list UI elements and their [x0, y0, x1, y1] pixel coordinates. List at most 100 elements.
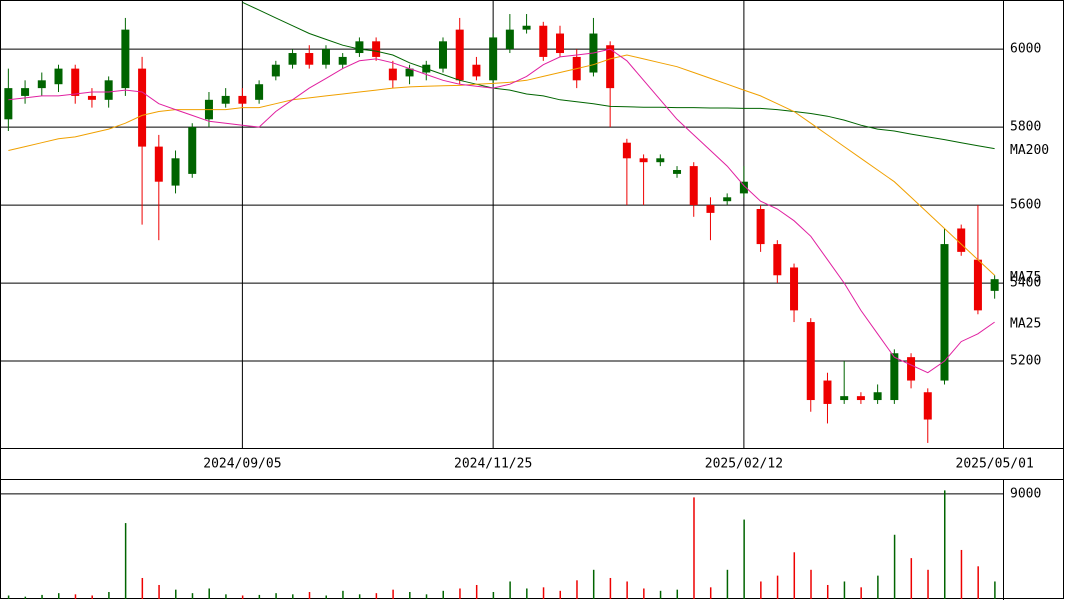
- volume-bar: [626, 581, 628, 599]
- y-tick-label: 5200: [1010, 354, 1041, 369]
- candle-body: [689, 166, 698, 206]
- candle-body: [188, 127, 197, 174]
- candle-body: [723, 197, 732, 202]
- volume-bar: [793, 552, 796, 599]
- legend-label: MA25: [1010, 317, 1041, 332]
- candle-body: [973, 259, 982, 311]
- y-tick-label: 5400: [1010, 276, 1041, 291]
- ma-line: [242, 1, 995, 150]
- volume-bar: [342, 590, 344, 599]
- legend-label: MA75: [1010, 270, 1041, 285]
- candle-body: [856, 396, 865, 401]
- candle-body: [255, 84, 264, 100]
- ma-line: [8, 54, 995, 276]
- candle-body: [338, 56, 347, 65]
- volume-bar: [860, 587, 862, 599]
- volume-bar: [542, 587, 545, 599]
- volume-bar: [960, 549, 963, 599]
- candle-body: [756, 208, 765, 245]
- volume-bar: [592, 569, 595, 599]
- candle-body: [238, 95, 247, 104]
- y-tick-label: 9000: [1010, 486, 1041, 501]
- volume-bar: [24, 596, 27, 599]
- volume-bar: [709, 587, 712, 599]
- volume-bar: [726, 569, 729, 599]
- candle-body: [957, 228, 966, 252]
- candle-body: [606, 45, 615, 89]
- volume-bar: [659, 590, 662, 599]
- volume-bar: [609, 577, 612, 599]
- legend-label: MA200: [1010, 143, 1049, 158]
- volume-bar: [559, 590, 562, 599]
- candle-body: [37, 80, 46, 89]
- ma-line: [8, 48, 995, 374]
- volume-bar: [275, 593, 277, 599]
- candle-body: [656, 158, 665, 163]
- candle-body: [990, 279, 999, 291]
- volume-bar: [425, 594, 428, 599]
- candle-body: [321, 49, 330, 65]
- candle-body: [87, 95, 96, 100]
- candle-body: [171, 158, 180, 186]
- candle-body: [673, 169, 682, 174]
- volume-bar: [292, 594, 294, 599]
- candle-body: [489, 37, 498, 81]
- candle-body: [505, 29, 514, 50]
- candle-body: [288, 53, 297, 65]
- candle-body: [556, 33, 565, 54]
- candle-body: [622, 142, 631, 159]
- volume-bar: [977, 566, 979, 599]
- volume-bar: [91, 595, 93, 599]
- volume-bar: [58, 593, 60, 599]
- candle-body: [806, 322, 815, 401]
- volume-bar: [843, 581, 846, 599]
- candle-body: [54, 68, 63, 85]
- volume-bar: [158, 584, 160, 599]
- candle-body: [405, 68, 414, 77]
- volume-bar: [760, 581, 762, 599]
- candle-body: [121, 29, 130, 89]
- volume-bar: [492, 591, 495, 599]
- volume-bar: [258, 594, 261, 599]
- volume-bar: [475, 584, 478, 599]
- volume-bar: [676, 589, 679, 599]
- candle-body: [873, 392, 882, 401]
- candle-body: [355, 41, 364, 54]
- volume-bar: [927, 569, 929, 599]
- volume-bar: [526, 588, 528, 599]
- candle-body: [305, 53, 314, 65]
- candle-body: [221, 95, 230, 104]
- candle-body: [154, 146, 163, 182]
- candle-body: [907, 357, 916, 381]
- volume-bar: [409, 591, 411, 599]
- candle-body: [138, 68, 147, 147]
- volume-bar: [241, 595, 244, 599]
- y-tick-label: 6000: [1010, 42, 1041, 57]
- volume-bar: [826, 584, 829, 599]
- candle-body: [271, 64, 280, 77]
- volume-bar: [693, 497, 695, 599]
- candle-body: [773, 244, 782, 276]
- y-tick-label: 5800: [1010, 120, 1041, 135]
- volume-bar: [994, 581, 996, 599]
- candle-body: [71, 68, 80, 96]
- candle-body: [539, 25, 548, 57]
- volume-bar: [208, 588, 210, 599]
- volume-bar: [743, 519, 745, 599]
- volume-bar: [877, 575, 879, 599]
- candle-body: [104, 80, 113, 100]
- volume-bar: [108, 591, 110, 599]
- candle-body: [4, 88, 13, 120]
- candle-body: [840, 396, 849, 401]
- volume-bar: [124, 523, 127, 599]
- volume-bar: [392, 589, 394, 599]
- volume-bar: [810, 569, 812, 599]
- candle-body: [890, 353, 899, 401]
- volume-bar: [943, 490, 946, 599]
- volume-bar: [7, 595, 10, 599]
- candle-body: [21, 88, 30, 96]
- volume-bar: [41, 594, 43, 599]
- candle-body: [438, 41, 447, 69]
- candle-body: [639, 158, 648, 163]
